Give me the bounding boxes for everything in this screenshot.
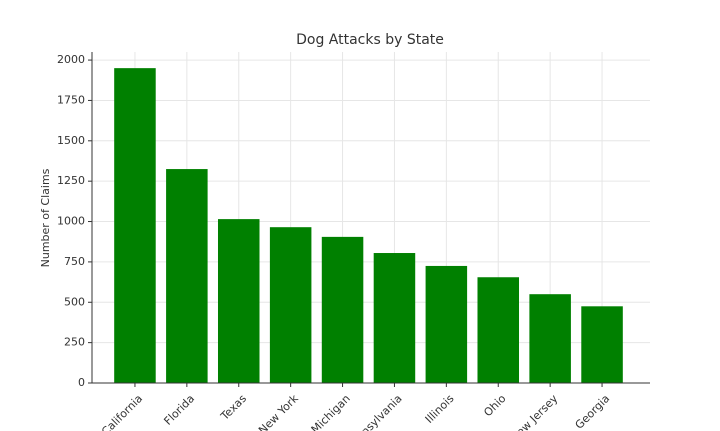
bar bbox=[166, 169, 208, 383]
x-tick-label: Ohio bbox=[481, 392, 508, 419]
x-tick-label: Florida bbox=[161, 392, 197, 428]
y-tick-label: 1250 bbox=[57, 174, 85, 187]
y-tick-label: 1500 bbox=[57, 134, 85, 147]
y-tick-label: 2000 bbox=[57, 53, 85, 66]
x-tick-label: Michigan bbox=[309, 392, 353, 431]
chart-title: Dog Attacks by State bbox=[296, 32, 444, 48]
x-tick-label: Texas bbox=[218, 392, 250, 424]
x-tick-label: Georgia bbox=[573, 392, 613, 431]
bar bbox=[529, 294, 571, 383]
bar bbox=[581, 306, 623, 383]
x-tick-label: Pennsylvania bbox=[344, 392, 404, 431]
y-tick-label: 0 bbox=[78, 376, 85, 389]
x-tick-label: Illinois bbox=[423, 392, 457, 426]
y-tick-label: 500 bbox=[64, 295, 85, 308]
x-tick-label: New York bbox=[256, 392, 301, 431]
y-tick-label: 1750 bbox=[57, 93, 85, 106]
bar bbox=[217, 219, 260, 383]
y-tick-label: 1000 bbox=[57, 215, 85, 228]
bar bbox=[269, 227, 312, 383]
y-tick-label: 750 bbox=[64, 255, 85, 268]
y-axis-label: Number of Claims bbox=[39, 168, 52, 267]
bar bbox=[114, 68, 156, 384]
x-tick-label: New Jersey bbox=[508, 392, 561, 431]
bar bbox=[425, 265, 468, 383]
x-tick-label: California bbox=[99, 392, 145, 431]
bar bbox=[321, 236, 364, 383]
bar bbox=[373, 253, 416, 383]
bar bbox=[477, 277, 520, 383]
y-tick-label: 250 bbox=[64, 336, 85, 349]
